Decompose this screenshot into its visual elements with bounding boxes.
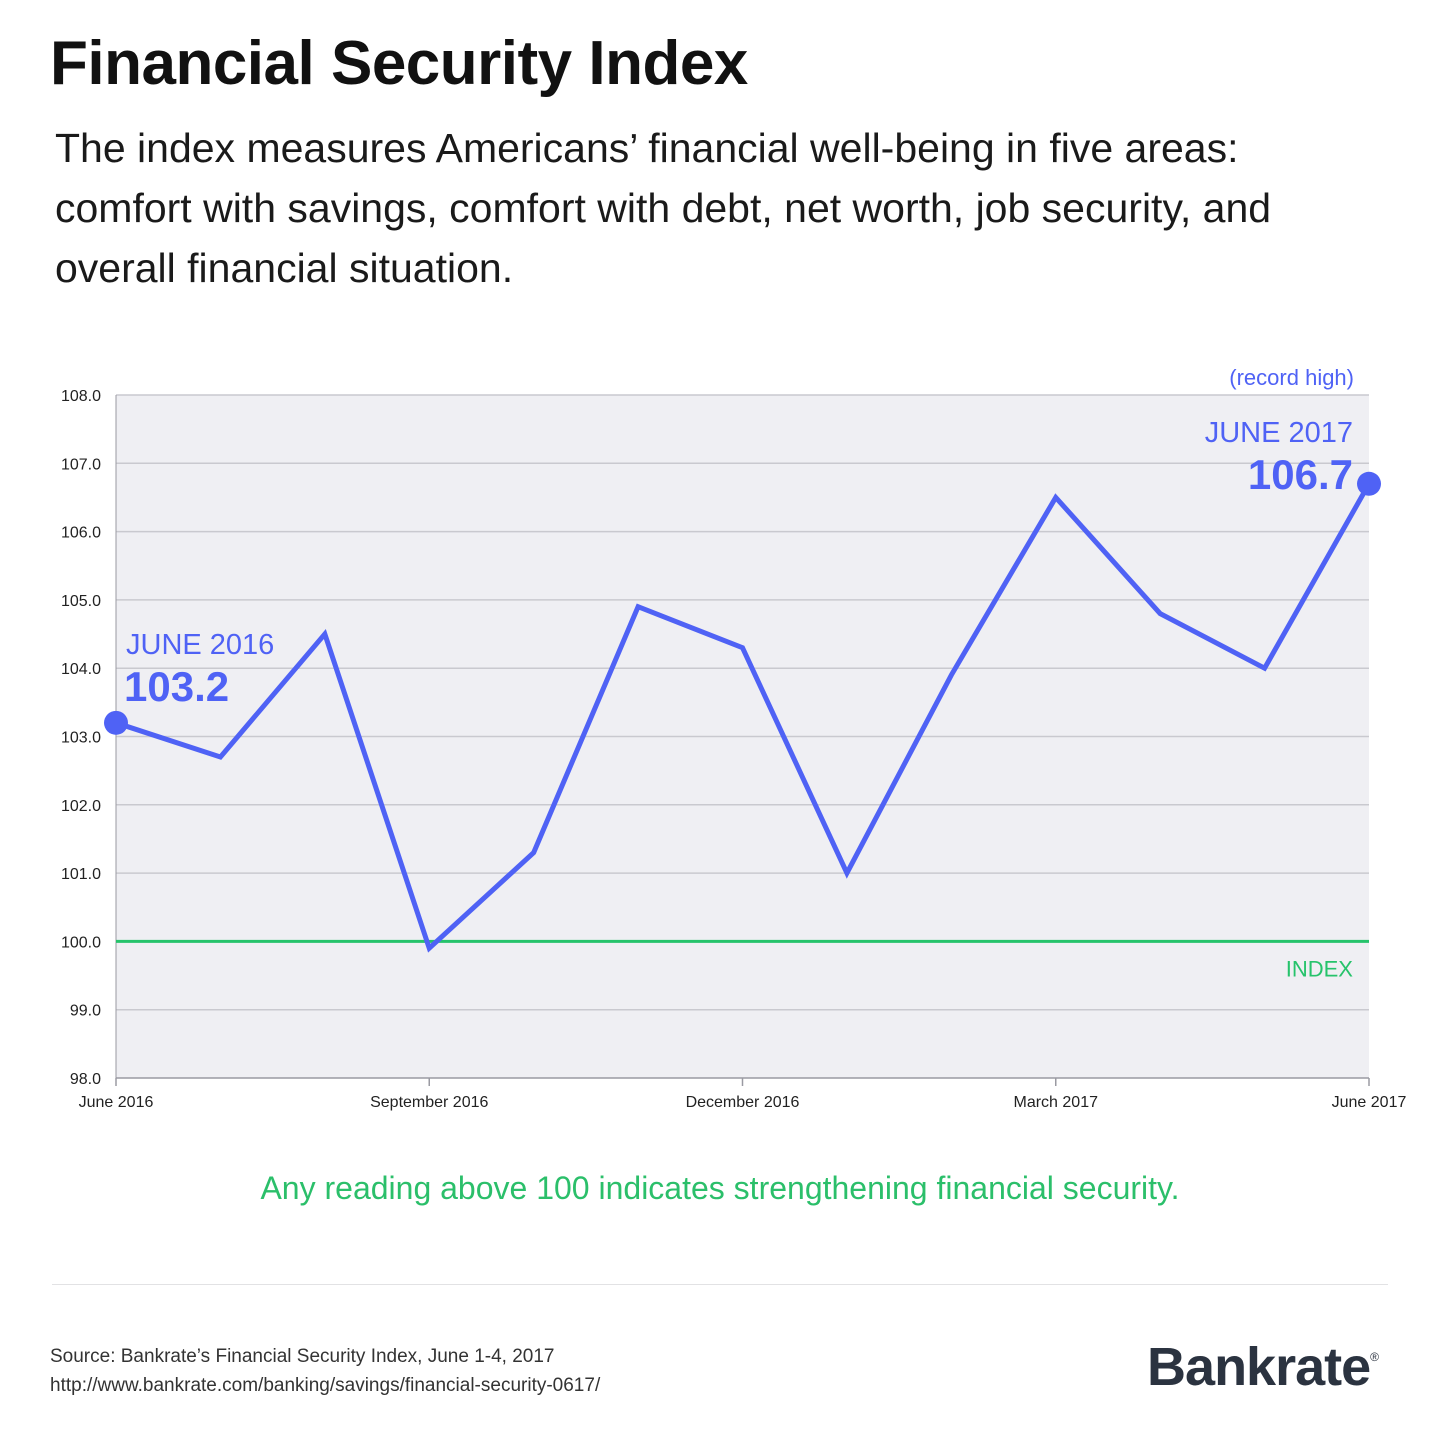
x-tick-label: June 2016 — [79, 1094, 154, 1111]
logo-wordmark: Bankrate — [1147, 1337, 1371, 1397]
y-tick-label: 104.0 — [61, 661, 101, 678]
y-tick-label: 106.0 — [61, 525, 101, 542]
chart-footnote: Any reading above 100 indicates strength… — [260, 1170, 1180, 1206]
end-annotation-note: (record high) — [1229, 365, 1354, 390]
y-tick-label: 98.0 — [70, 1071, 101, 1088]
source-citation: Source: Bankrate’s Financial Security In… — [50, 1342, 600, 1400]
x-axis-ticks: June 2016 September 2016 December 2016 Marc… — [79, 1078, 1407, 1111]
page-subtitle: The index measures Americans’ financial … — [55, 125, 1272, 291]
x-tick-label: March 2017 — [1014, 1094, 1099, 1111]
y-tick-label: 100.0 — [61, 934, 101, 951]
end-annotation-label: JUNE 2017 — [1205, 417, 1353, 449]
source-text: Source: Bankrate’s Financial Security In… — [50, 1346, 555, 1367]
bankrate-logo: Bankrate® — [1147, 1336, 1379, 1398]
x-tick-label: September 2016 — [370, 1094, 488, 1111]
end-annotation-value: 106.7 — [1248, 451, 1353, 498]
series-line — [115, 482, 1372, 953]
x-tick-label: June 2017 — [1332, 1094, 1407, 1111]
source-url: http://www.bankrate.com/banking/savings/… — [50, 1375, 601, 1396]
line-chart: 98.0 99.0 100.0 101.0 102.0 103.0 104.0 105.0 10… — [61, 365, 1407, 1111]
divider — [52, 1284, 1388, 1285]
start-point-marker — [104, 710, 128, 735]
y-tick-label: 99.0 — [70, 1003, 101, 1020]
page-title: Financial Security Index — [50, 29, 748, 98]
x-tick-label: December 2016 — [686, 1094, 800, 1111]
series-points — [104, 471, 1381, 735]
registered-mark: ® — [1370, 1350, 1379, 1364]
y-tick-label: 105.0 — [61, 593, 101, 610]
start-annotation-value: 103.2 — [124, 663, 229, 710]
end-point-marker — [1357, 471, 1381, 496]
y-tick-label: 103.0 — [61, 730, 101, 747]
y-tick-label: 108.0 — [61, 388, 101, 405]
y-tick-label: 102.0 — [61, 798, 101, 815]
y-axis-ticks: 98.0 99.0 100.0 101.0 102.0 103.0 104.0 105.0 10… — [61, 388, 101, 1088]
index-reference-label: INDEX — [1286, 956, 1354, 981]
start-annotation-label: JUNE 2016 — [126, 629, 274, 661]
y-tick-label: 107.0 — [61, 456, 101, 473]
y-tick-label: 101.0 — [61, 866, 101, 883]
